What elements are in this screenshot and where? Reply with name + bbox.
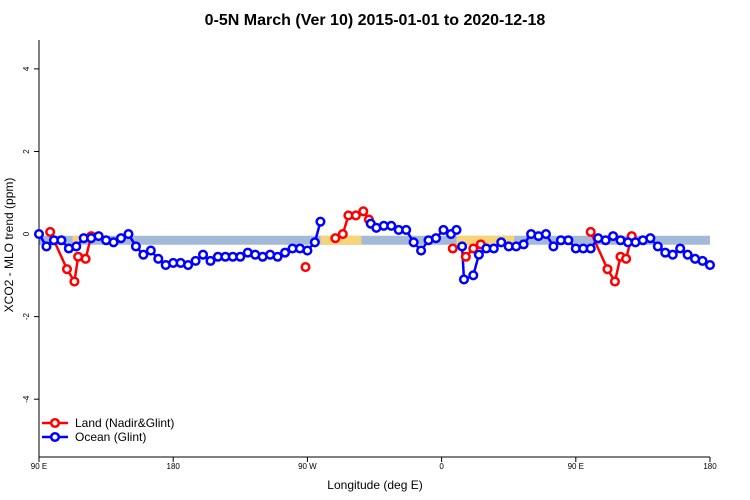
chart-title: 0-5N March (Ver 10) 2015-01-01 to 2020-1… <box>205 12 546 29</box>
data-point <box>309 237 320 248</box>
x-tick-label: 180 <box>167 462 181 471</box>
data-point <box>235 251 246 262</box>
data-point <box>45 226 56 238</box>
y-tick-label: 0 <box>22 231 31 236</box>
x-tick-label: 0 <box>439 462 444 471</box>
data-point <box>138 249 149 260</box>
data-point <box>602 264 613 275</box>
legend-label: Ocean (Glint) <box>75 430 146 444</box>
data-point <box>130 241 141 252</box>
data-point <box>330 233 341 244</box>
data-point <box>401 224 412 235</box>
data-point <box>272 251 283 262</box>
data-point <box>600 235 611 246</box>
y-tick-label: 2 <box>22 149 31 154</box>
data-point <box>80 253 91 264</box>
data-point <box>190 255 201 266</box>
data-point <box>56 235 67 246</box>
data-point <box>300 262 311 273</box>
data-point <box>488 243 499 254</box>
data-point <box>279 247 291 258</box>
data-point <box>33 228 45 240</box>
data-point <box>69 276 80 287</box>
data-point <box>609 276 620 287</box>
data-point <box>438 224 449 235</box>
data-point <box>645 233 656 244</box>
data-point <box>93 231 104 242</box>
data-point <box>548 241 559 252</box>
data-point <box>460 251 471 262</box>
data-point <box>337 228 348 240</box>
data-point <box>451 224 462 235</box>
x-tick-label: 90 E <box>568 462 584 471</box>
y-axis-label: XCO2 - MLO trend (ppm) <box>2 178 16 313</box>
data-point <box>468 243 479 254</box>
data-point <box>496 237 507 248</box>
data-point <box>667 249 678 260</box>
data-point <box>608 231 619 242</box>
data-point <box>585 226 596 238</box>
data-point <box>408 237 419 248</box>
data-point <box>315 216 326 227</box>
data-point <box>41 241 52 252</box>
data-point <box>71 241 82 252</box>
data-point <box>115 233 127 244</box>
data-point <box>563 235 574 246</box>
data-point <box>302 245 313 256</box>
x-axis-label: Longitude (deg E) <box>327 478 422 492</box>
y-tick-label: -2 <box>22 313 31 321</box>
legend-swatch-marker <box>49 417 61 429</box>
data-point <box>183 259 194 271</box>
legend: Land (Nadir&Glint)Ocean (Glint) <box>42 416 174 444</box>
data-point <box>61 264 73 275</box>
data-point <box>386 220 397 231</box>
data-point <box>358 206 369 217</box>
data-point <box>153 253 164 264</box>
legend-label: Land (Nadir&Glint) <box>75 416 174 430</box>
data-point <box>447 243 458 254</box>
y-tick-label: 4 <box>22 66 31 71</box>
data-point <box>430 233 442 244</box>
data-point <box>675 243 686 254</box>
y-tick-label: -4 <box>22 395 31 403</box>
data-point <box>197 249 209 260</box>
data-point <box>108 237 119 248</box>
data-point <box>540 228 552 240</box>
data-point <box>458 274 470 285</box>
data-point <box>704 259 716 271</box>
plot-area: 90 E 180 90 W 0 90 E 180 -4 -2 0 2 4 <box>22 40 717 471</box>
x-tick-label: 90 E <box>31 462 47 471</box>
x-tick-label: 90 W <box>298 462 317 471</box>
data-point <box>123 228 134 240</box>
data-point <box>145 245 156 256</box>
data-point <box>682 249 693 260</box>
data-point <box>205 255 216 266</box>
data-point <box>350 210 361 221</box>
data-point <box>473 249 484 260</box>
data-point <box>697 255 708 266</box>
data-point <box>585 243 596 254</box>
data-point <box>457 241 468 252</box>
data-point <box>652 241 663 252</box>
data-point <box>518 239 529 250</box>
data-point <box>621 253 632 264</box>
data-point <box>416 245 427 256</box>
data-point <box>468 270 479 281</box>
x-tick-label: 180 <box>703 462 717 471</box>
legend-swatch-marker <box>49 431 61 443</box>
